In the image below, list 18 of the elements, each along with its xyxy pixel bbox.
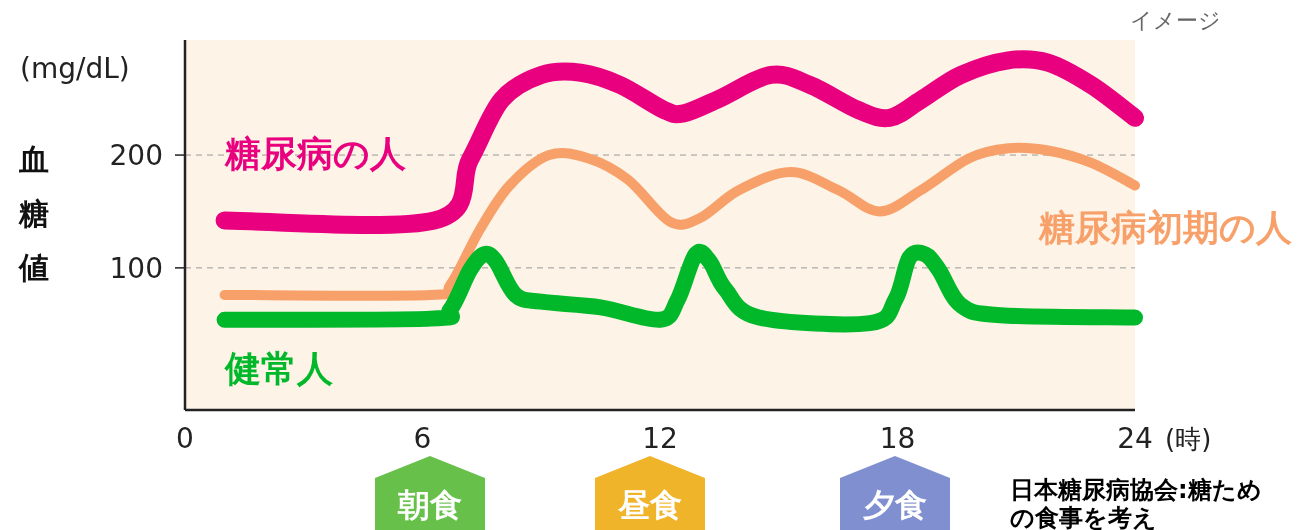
- x-tick-label: 6: [413, 422, 432, 455]
- x-tick-label: 0: [176, 422, 194, 455]
- y-tick-label: 100: [109, 251, 163, 285]
- text: イメージ: [1130, 8, 1221, 33]
- series-label: 健常人: [223, 347, 333, 389]
- y-tick-label: 200: [109, 139, 163, 173]
- badge: 夕食: [840, 456, 950, 530]
- x-axis-title: (時): [1165, 424, 1212, 454]
- series-label: 糖尿病の人: [223, 133, 406, 175]
- x-tick-label: 12: [642, 422, 678, 455]
- x-tick-label: 24: [1117, 422, 1153, 455]
- badge: 朝食: [375, 456, 485, 530]
- text: (mg/dL): [20, 52, 130, 85]
- text: 日本糖尿病協会:糖ための食事を考え: [1010, 476, 1262, 530]
- y-axis-title: 血糖値: [18, 142, 49, 285]
- badge: 昼食: [595, 456, 705, 530]
- series-label: 糖尿病初期の人: [1038, 206, 1292, 248]
- x-tick-label: 18: [879, 422, 916, 455]
